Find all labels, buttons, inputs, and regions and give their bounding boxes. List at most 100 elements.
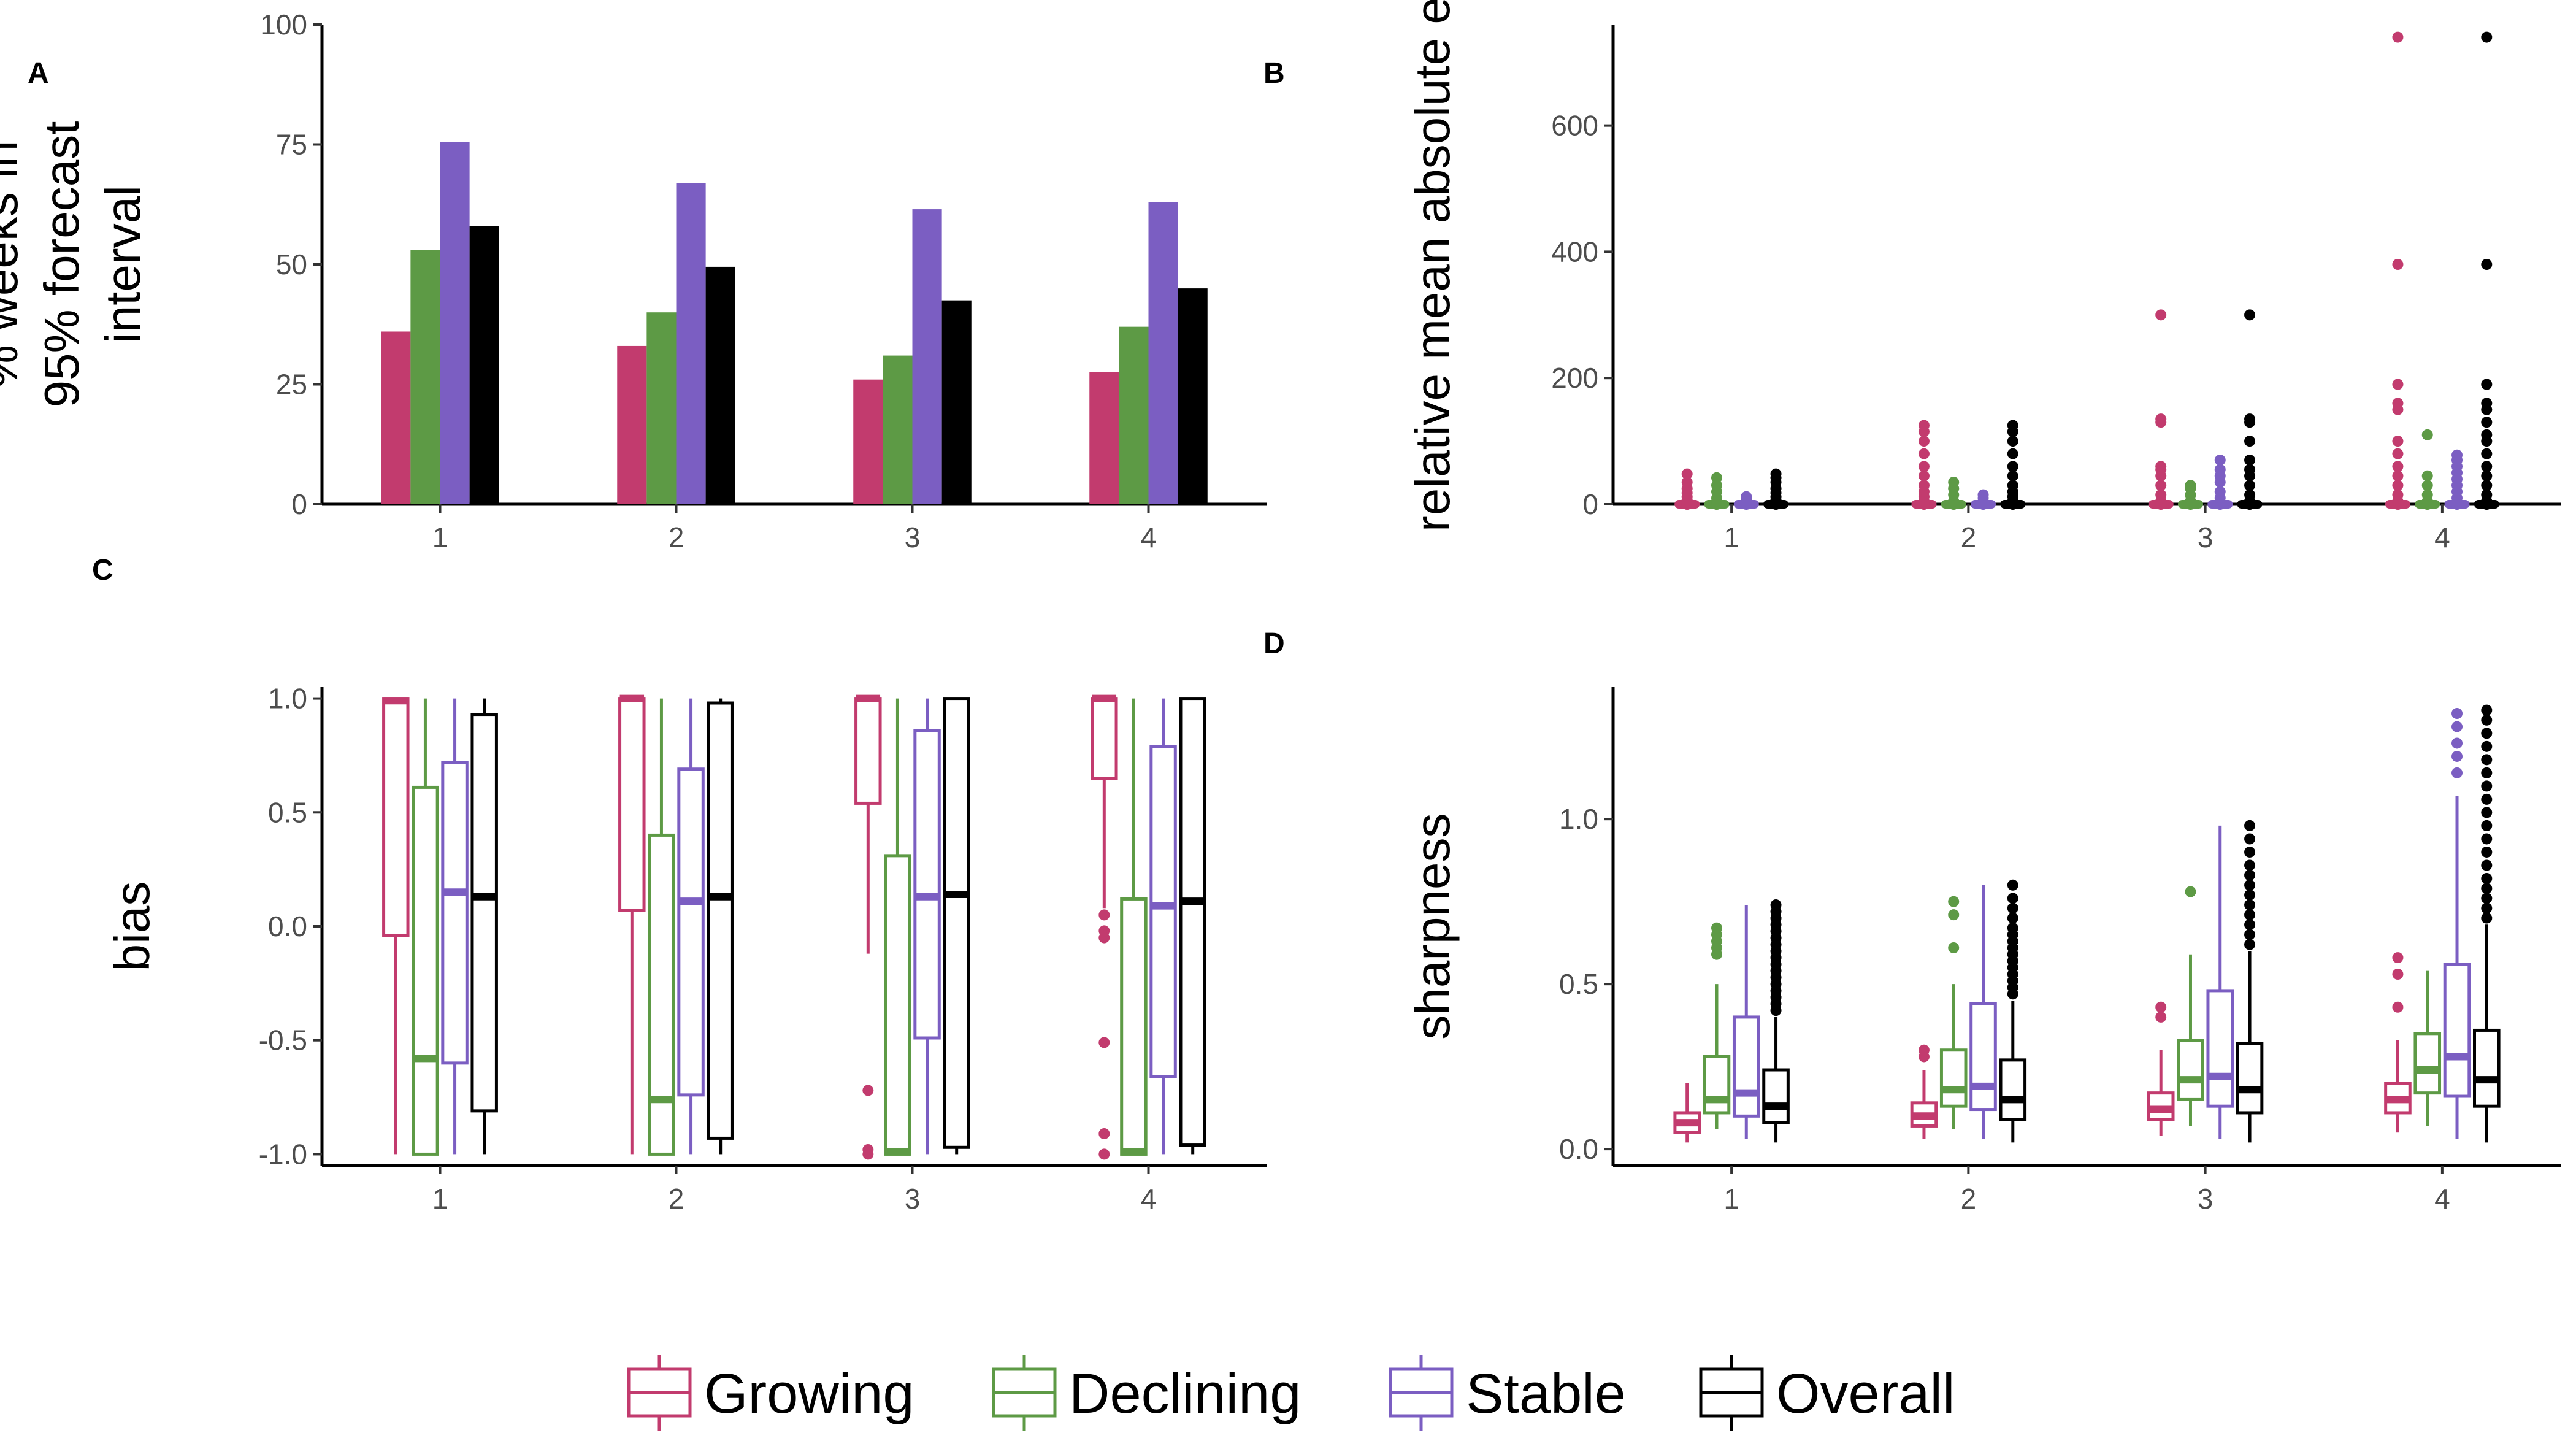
point-declining: [2421, 480, 2433, 491]
box-declining: [648, 833, 675, 1156]
point-growing: [1918, 480, 1930, 491]
x-tick-label: 3: [2198, 521, 2214, 553]
outlier-stable: [2451, 737, 2463, 749]
box-declining: [2177, 1039, 2204, 1101]
box-growing: [854, 697, 882, 805]
point-stable: [2214, 486, 2226, 498]
y-tick-label: 75: [276, 129, 307, 161]
outlier-overall: [2007, 879, 2018, 891]
point-overall: [2244, 413, 2256, 425]
point-overall: [2007, 420, 2018, 431]
y-tick-label: 0.0: [268, 910, 307, 942]
outlier-overall: [2481, 740, 2493, 752]
outlier-growing: [2155, 1011, 2167, 1023]
bar-overall: [1178, 288, 1208, 504]
point-growing: [1918, 436, 1930, 447]
x-tick-label: 1: [432, 521, 448, 553]
point-growing: [2392, 31, 2404, 43]
box-declining: [1703, 1055, 1731, 1115]
point-growing: [2392, 379, 2404, 390]
legend: Growing Declining Stable Overall: [627, 1355, 1955, 1431]
point-overall: [2481, 31, 2493, 43]
y-tick-label: -1.0: [259, 1138, 307, 1170]
y-tick-label: -0.5: [259, 1024, 307, 1056]
outlier-growing: [1098, 932, 1110, 944]
y-tick-label: 1.0: [1559, 803, 1598, 835]
bar-growing: [381, 331, 411, 504]
box-declining: [2413, 1032, 2442, 1095]
box-overall: [1179, 697, 1206, 1147]
outlier-overall: [2007, 922, 2018, 934]
outlier-overall: [2244, 939, 2256, 950]
outlier-declining: [1948, 942, 1960, 953]
point-overall: [2244, 489, 2256, 501]
point-declining: [1711, 472, 1722, 483]
outlier-growing: [1098, 909, 1110, 921]
box-stable: [441, 761, 469, 1065]
outlier-overall: [2244, 846, 2256, 858]
outlier-overall: [2481, 767, 2493, 778]
box-growing: [382, 697, 410, 937]
bar-growing: [617, 345, 647, 504]
y-tick-label: 600: [1551, 110, 1598, 142]
outlier-growing: [2392, 952, 2404, 964]
box-overall: [1999, 1058, 2027, 1121]
outlier-stable: [2451, 721, 2463, 732]
outlier-overall: [2481, 820, 2493, 831]
point-declining: [2421, 429, 2433, 440]
point-overall: [2007, 470, 2018, 482]
panel-label: D: [1263, 628, 1285, 660]
outlier-growing: [2155, 1001, 2167, 1013]
y-axis-title: interval: [96, 185, 150, 344]
y-tick-label: 25: [276, 369, 307, 401]
panel-label: A: [28, 57, 49, 90]
outlier-overall: [2481, 873, 2493, 884]
point-growing: [2155, 309, 2167, 321]
point-overall: [2481, 470, 2493, 482]
outlier-declining: [2185, 886, 2196, 897]
point-overall: [2481, 480, 2493, 491]
point-growing: [2155, 413, 2167, 425]
box-stable: [913, 729, 941, 1040]
point-overall: [2244, 454, 2256, 466]
point-overall: [2007, 448, 2018, 459]
bar-declining: [883, 355, 913, 504]
point-growing: [2392, 470, 2404, 482]
y-tick-label: 200: [1551, 362, 1598, 394]
y-axis-title: relative mean absolute e: [1405, 0, 1460, 532]
legend-key-growing: [627, 1355, 692, 1431]
outlier-overall: [2244, 859, 2256, 871]
point-overall: [2481, 461, 2493, 472]
box-overall: [943, 697, 970, 1149]
point-declining: [2185, 480, 2196, 491]
point-growing: [2392, 489, 2404, 501]
box-growing: [1091, 697, 1118, 780]
y-tick-label: 100: [260, 9, 307, 40]
x-tick-label: 2: [669, 521, 684, 553]
outlier-stable: [2451, 767, 2463, 778]
panel-label: C: [92, 554, 113, 586]
y-axis-title: % weeks in: [0, 140, 28, 389]
bar-growing: [1089, 372, 1119, 504]
point-overall: [2481, 448, 2493, 459]
x-tick-label: 4: [1141, 1183, 1157, 1215]
point-growing: [2392, 480, 2404, 491]
outlier-overall: [2481, 912, 2493, 924]
outlier-overall: [2244, 929, 2256, 940]
outlier-growing: [1918, 1044, 1930, 1056]
bar-declining: [646, 312, 677, 504]
outlier-overall: [2244, 909, 2256, 921]
point-growing: [1918, 461, 1930, 472]
legend-label-declining: Declining: [1069, 1363, 1301, 1425]
box-overall: [707, 701, 734, 1140]
outlier-growing: [1098, 1148, 1110, 1160]
outlier-overall: [2481, 893, 2493, 904]
bar-stable: [912, 209, 942, 504]
point-growing: [1918, 448, 1930, 459]
point-growing: [1681, 468, 1693, 480]
outlier-overall: [2481, 714, 2493, 726]
point-overall: [1770, 468, 1782, 480]
